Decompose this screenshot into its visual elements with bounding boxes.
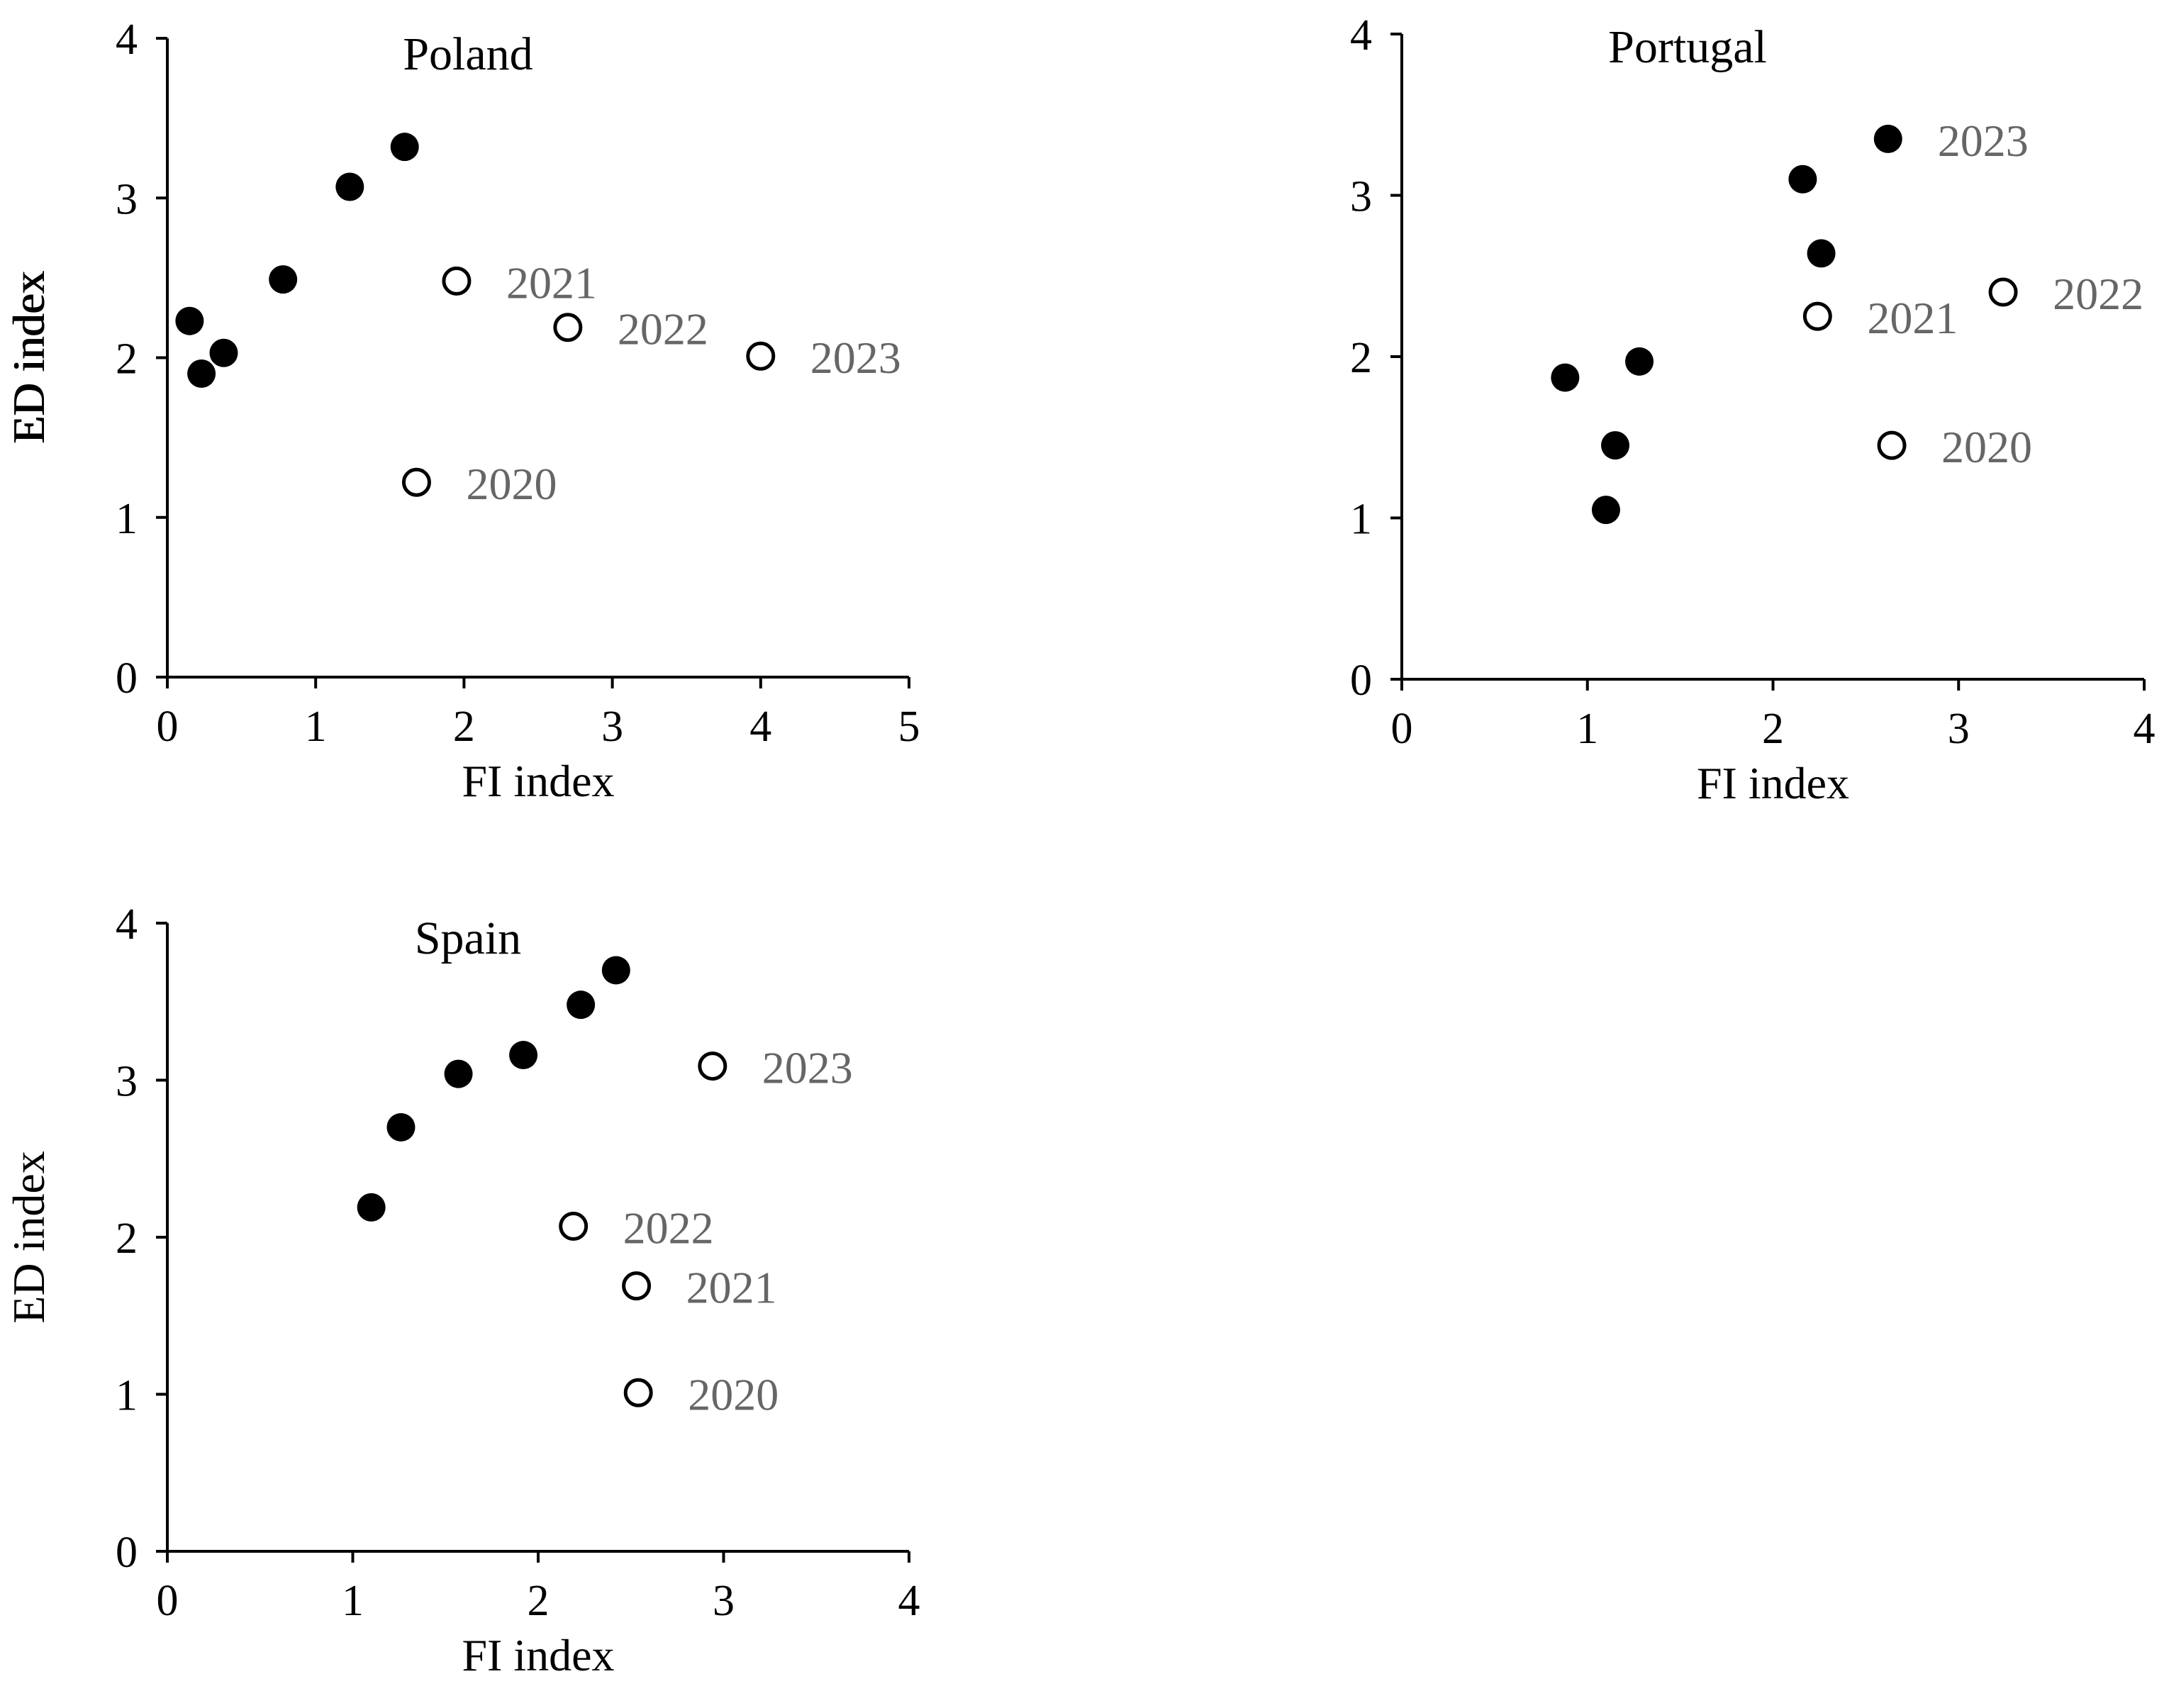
filled-data-point [209,338,238,367]
y-tick-label: 1 [1350,496,1372,544]
y-tick-label: 3 [116,175,138,223]
filled-data-point [386,1112,416,1142]
x-tick-label: 5 [898,703,920,751]
x-tick-label: 0 [157,703,179,751]
year-label: 2022 [618,304,708,355]
filled-data-point [187,359,216,389]
x-tick-label: 3 [601,703,623,751]
open-data-point [442,266,472,296]
year-label: 2020 [466,459,557,509]
filled-data-point [1873,124,1902,153]
x-tick-label: 2 [453,703,475,751]
y-tick-label: 4 [116,900,138,949]
filled-data-point [1788,164,1817,194]
open-data-point [553,313,583,342]
filled-data-point [335,172,364,201]
filled-data-point [1591,496,1620,525]
year-label: 2020 [1941,422,2032,472]
open-data-point [1877,430,1907,460]
panel-spain: 0 1 2 3 4 0 1 2 3 4 FI index ED index Spain 2020 2021 2… [4,900,920,1680]
x-tick-label: 3 [713,1577,735,1625]
filled-data-point [567,990,596,1020]
y-tick-label: 2 [1350,334,1372,382]
x-tick-label: 4 [898,1577,920,1625]
filled-data-point [1807,239,1836,268]
panel-title: Poland [403,28,533,80]
x-tick-label: 4 [2134,705,2156,753]
panel-title: Spain [415,912,521,964]
year-label: 2021 [1867,293,1958,343]
year-label: 2021 [506,257,597,308]
year-label: 2023 [1938,116,2029,166]
y-tick-label: 2 [116,335,138,384]
panel-poland: 0 1 2 3 4 5 0 1 2 3 4 FI index ED index Poland 2020 202… [4,16,920,806]
y-tick-label: 3 [1350,173,1372,221]
x-tick-label: 0 [157,1577,179,1625]
x-tick-label: 0 [1391,705,1413,753]
y-tick-label: 4 [116,16,138,64]
filled-data-point [601,956,630,985]
x-tick-label: 2 [1762,705,1784,753]
filled-data-point [509,1041,538,1070]
year-label: 2020 [688,1369,779,1419]
open-data-point [1988,277,2018,307]
y-tick-label: 4 [1350,11,1372,60]
x-tick-label: 4 [749,703,771,751]
y-tick-label: 0 [1350,657,1372,705]
y-tick-label: 1 [116,495,138,543]
x-tick-label: 1 [305,703,327,751]
open-data-point [623,1378,653,1407]
x-axis-label: FI index [1697,758,1849,808]
y-axis-label: ED index [4,272,54,445]
y-tick-label: 3 [116,1058,138,1106]
year-label: 2022 [2053,269,2143,319]
filled-data-point [1601,431,1630,460]
x-tick-label: 2 [528,1577,550,1625]
x-tick-label: 1 [1576,705,1598,753]
filled-data-point [357,1193,386,1222]
year-label: 2023 [762,1043,853,1093]
filled-data-point [1625,347,1654,376]
open-data-point [746,341,776,371]
x-axis-label: FI index [462,1630,614,1680]
year-label: 2023 [810,333,901,383]
y-tick-label: 0 [116,654,138,703]
year-label: 2021 [686,1263,777,1313]
filled-data-point [444,1059,473,1088]
y-tick-label: 1 [116,1372,138,1420]
open-data-point [622,1271,652,1301]
panel-title: Portugal [1608,21,1767,73]
y-tick-label: 2 [116,1215,138,1263]
filled-data-point [269,265,298,294]
y-axis-label: ED index [4,270,54,443]
x-tick-label: 1 [342,1577,364,1625]
y-axis-label: ED index [4,1151,54,1324]
open-data-point [698,1051,727,1081]
filled-data-point [390,133,419,162]
open-data-point [1802,301,1832,331]
y-tick-label: 0 [116,1529,138,1577]
x-tick-label: 3 [1948,705,1970,753]
filled-data-point [1551,363,1580,392]
filled-data-point [175,306,204,335]
x-axis-label: FI index [462,756,614,806]
open-data-point [559,1211,589,1241]
year-label: 2022 [623,1202,714,1253]
open-data-point [401,467,431,497]
